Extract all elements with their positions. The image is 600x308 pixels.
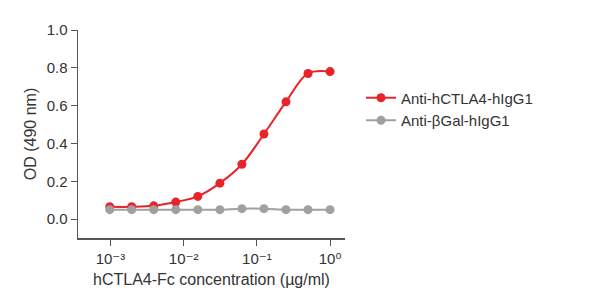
svg-text:1.0: 1.0 [47,21,68,38]
svg-text:0.8: 0.8 [47,59,68,76]
svg-text:Anti-hCTLA4-hIgG1: Anti-hCTLA4-hIgG1 [401,90,533,107]
svg-text:10⁻²: 10⁻² [169,250,199,267]
svg-text:0.0: 0.0 [47,210,68,227]
svg-text:hCTLA4-Fc concentration (µg/ml: hCTLA4-Fc concentration (µg/ml) [93,271,330,288]
svg-text:Anti-βGal-hIgG1: Anti-βGal-hIgG1 [401,112,510,129]
svg-text:0.2: 0.2 [47,173,68,190]
svg-text:10⁻³: 10⁻³ [96,250,126,267]
svg-text:10⁻¹: 10⁻¹ [242,250,272,267]
svg-text:0.4: 0.4 [47,135,68,152]
svg-text:0.6: 0.6 [47,97,68,114]
svg-text:10⁰: 10⁰ [319,250,342,267]
svg-text:OD (490 nm): OD (490 nm) [22,88,39,180]
